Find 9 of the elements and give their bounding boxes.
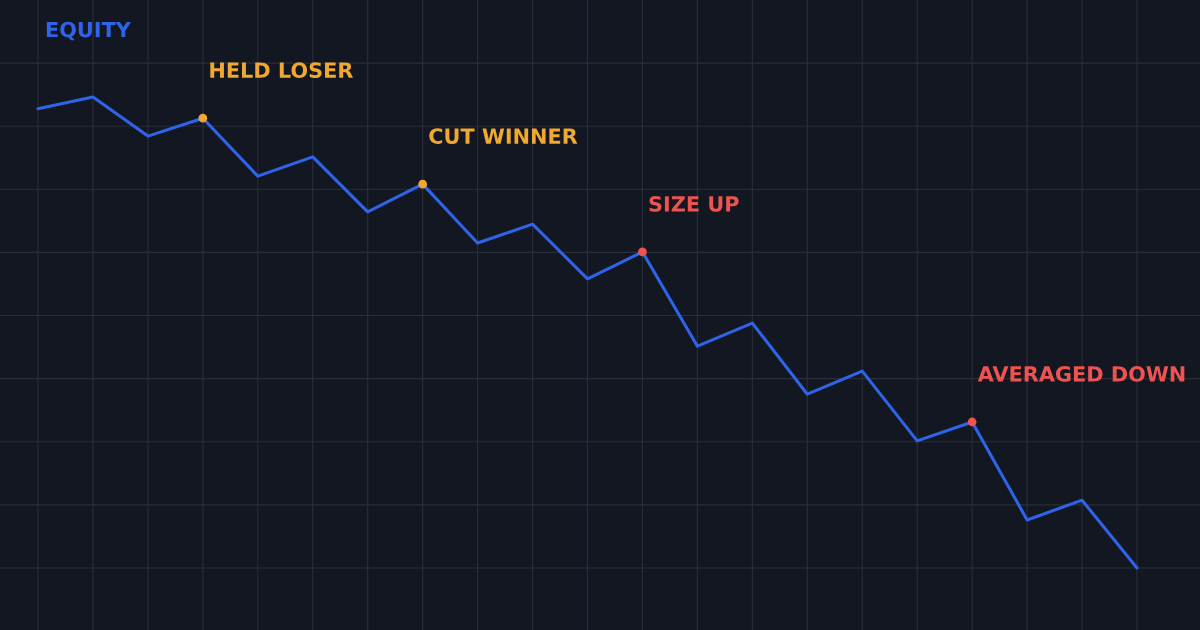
point xyxy=(418,179,428,189)
text: EQUITY xyxy=(46,21,132,41)
annotation: AVERAGED DOWN xyxy=(977,366,1185,382)
annotation: CUT WINNER xyxy=(429,128,578,144)
point xyxy=(967,417,977,427)
text: HELD LOSER xyxy=(210,62,353,79)
point xyxy=(638,247,647,257)
annotation: SIZE UP xyxy=(649,196,739,212)
point xyxy=(198,113,208,123)
